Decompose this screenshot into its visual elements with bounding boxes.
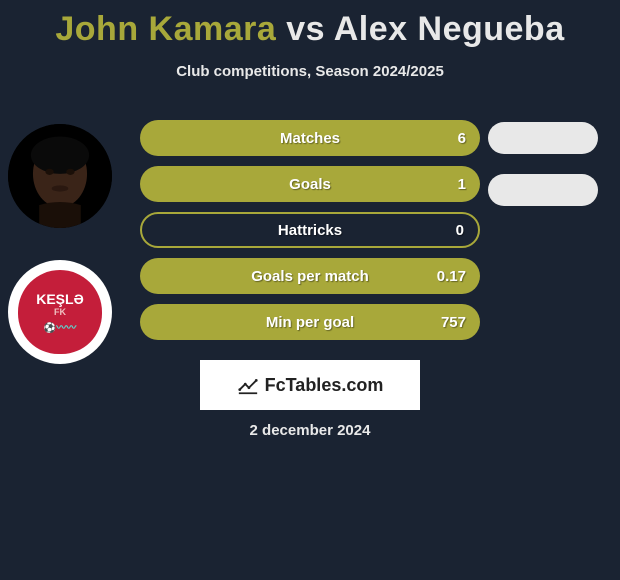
club-sub: FK (54, 307, 66, 317)
club-badge: KEŞLƏ FK ⚽〰〰 (18, 270, 102, 354)
stat-value: 1 (458, 176, 466, 193)
player1-name: John Kamara (55, 10, 276, 48)
stat-bar: Hattricks 0 (140, 212, 480, 248)
brand-logo: FcTables.com (200, 360, 420, 410)
secondary-pill (488, 174, 598, 206)
club-name: KEŞLƏ (36, 291, 84, 307)
stat-label: Goals per match (251, 268, 369, 285)
vs-text: vs (286, 10, 325, 48)
stats-container: Matches 6 Goals 1 Hattricks 0 Goals per match 0… (140, 120, 480, 350)
stat-value: 6 (458, 130, 466, 147)
stat-label: Min per goal (266, 314, 354, 331)
stat-bar: Min per goal 757 (140, 304, 480, 340)
stat-value: 0 (456, 222, 464, 239)
stat-bar: Goals per match 0.17 (140, 258, 480, 294)
stat-value: 0.17 (437, 268, 466, 285)
page-title: John Kamara vs Alex Negueba (0, 0, 620, 49)
stat-bar: Matches 6 (140, 120, 480, 156)
stat-label: Matches (280, 130, 340, 147)
player2-name: Alex Negueba (334, 10, 565, 48)
stat-label: Hattricks (278, 222, 342, 239)
secondary-pill (488, 122, 598, 154)
stat-label: Goals (289, 176, 331, 193)
stat-bar: Goals 1 (140, 166, 480, 202)
subtitle: Club competitions, Season 2024/2025 (0, 63, 620, 80)
chart-icon (237, 374, 259, 396)
player-face-icon (8, 124, 112, 228)
club-crest-icon: ⚽〰〰 (44, 319, 76, 334)
player-avatar (8, 124, 112, 228)
footer-date: 2 december 2024 (0, 422, 620, 439)
stat-value: 757 (441, 314, 466, 331)
club-avatar: KEŞLƏ FK ⚽〰〰 (8, 260, 112, 364)
brand-text: FcTables.com (265, 375, 384, 396)
